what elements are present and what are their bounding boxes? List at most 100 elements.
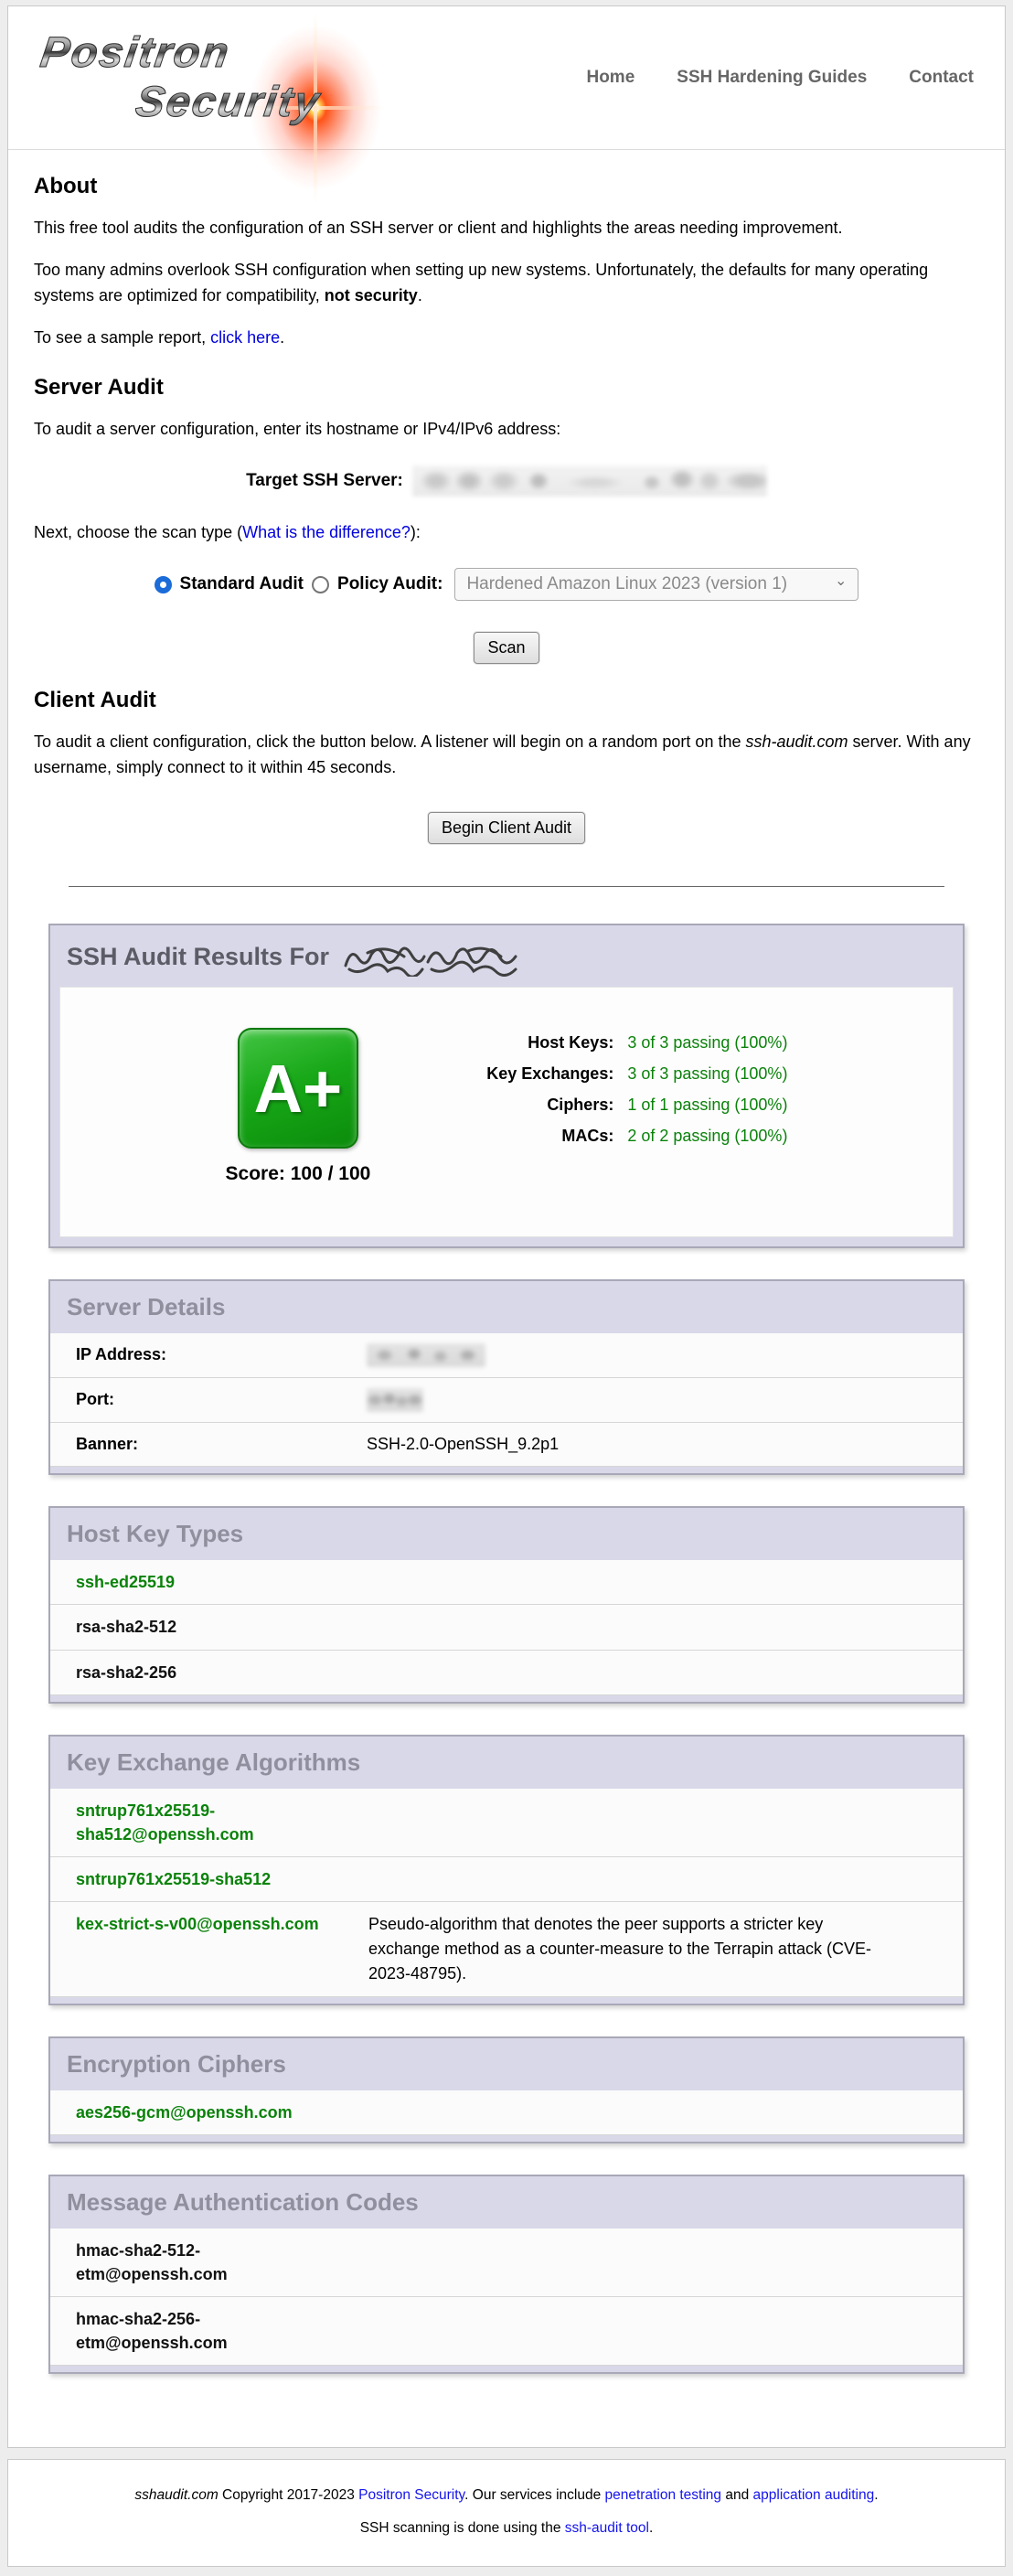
- scan-type-difference-link[interactable]: What is the difference?: [242, 523, 411, 542]
- sample-report-link[interactable]: click here: [210, 327, 281, 347]
- results-panel: SSH Audit Results For A+ Score: 100 / 10…: [48, 924, 965, 1249]
- nav-link[interactable]: Contact: [909, 68, 974, 87]
- policy-audit-label[interactable]: Policy Audit:: [337, 574, 443, 594]
- about-p2-bold: not security: [324, 285, 418, 305]
- about-heading: About: [34, 174, 98, 198]
- stat-row: Key Exchanges: 3 of 3 passing (100%): [431, 1064, 787, 1084]
- table-row: Port:: [50, 1378, 963, 1424]
- standard-audit-label[interactable]: Standard Audit: [179, 574, 304, 594]
- nav-link[interactable]: Home: [586, 68, 635, 87]
- stat-value: 3 of 3 passing (100%): [627, 1064, 788, 1084]
- client-audit-intro: To audit a client configuration, click t…: [34, 730, 979, 781]
- logo-text-line2: Security: [133, 77, 325, 126]
- table-row: hmac-sha2-512-etm@openssh.com: [50, 2228, 963, 2298]
- table-row: sntrup761x25519-sha512: [50, 1856, 963, 1902]
- stat-label: MACs:: [561, 1127, 614, 1146]
- algorithm-name: kex-strict-s-v00@openssh.com: [76, 1914, 319, 1933]
- policy-audit-radio[interactable]: [312, 575, 330, 593]
- client-audit-heading: Client Audit: [34, 688, 156, 713]
- detail-label: Port:: [76, 1390, 114, 1409]
- stat-label: Host Keys:: [528, 1033, 614, 1053]
- client-intro-text: To audit a client configuration, click t…: [34, 732, 746, 752]
- main-nav: Home SSH Hardening Guides Contact: [586, 68, 979, 88]
- host-key-types-title: Host Key Types: [67, 1520, 244, 1548]
- site-header: Positron Security Home SSH Hardening Guid…: [34, 0, 979, 222]
- algorithm-name: ssh-ed25519: [76, 1573, 176, 1592]
- footer-and-text: and: [721, 2487, 753, 2504]
- server-audit-intro: To audit a server configuration, enter i…: [34, 419, 561, 438]
- standard-audit-radio[interactable]: [154, 575, 172, 593]
- table-row: aes256-gcm@openssh.com: [50, 2090, 963, 2135]
- table-row: hmac-sha2-256-etm@openssh.com: [50, 2297, 963, 2367]
- key-exchange-rows: sntrup761x25519-sha512@openssh.com sntru…: [50, 1788, 963, 1997]
- mac-rows: hmac-sha2-512-etm@openssh.com hmac-sha2-…: [50, 2228, 963, 2367]
- table-row: ssh-ed25519: [50, 1560, 963, 1606]
- header-divider: [8, 149, 1005, 150]
- client-intro-post: server. With any username, simply connec…: [34, 732, 971, 777]
- table-row: kex-strict-s-v00@openssh.com Pseudo-algo…: [50, 1901, 963, 1997]
- algorithm-name: hmac-sha2-512-etm@openssh.com: [76, 2240, 228, 2284]
- stat-row: MACs: 2 of 2 passing (100%): [431, 1127, 787, 1146]
- detail-label: Banner:: [76, 1435, 139, 1454]
- table-row: rsa-sha2-256: [50, 1650, 963, 1695]
- algorithm-note: Pseudo-algorithm that denotes the peer s…: [368, 1914, 871, 1983]
- algorithm-name: rsa-sha2-256: [76, 1662, 177, 1682]
- footer-line-1: sshaudit.com Copyright 2017-2023 Positro…: [8, 2487, 1005, 2504]
- stat-value: 2 of 2 passing (100%): [627, 1127, 788, 1146]
- results-stats: Host Keys: 3 of 3 passing (100%) Key Exc…: [431, 1028, 787, 1158]
- host-key-rows: ssh-ed25519 rsa-sha2-512 rsa-sha2-256: [50, 1560, 963, 1695]
- client-audit-button-row: Begin Client Audit: [34, 812, 979, 845]
- results-header: SSH Audit Results For: [59, 925, 954, 987]
- about-section: About This free tool audits the configur…: [34, 174, 979, 351]
- key-exchange-title: Key Exchange Algorithms: [67, 1748, 361, 1776]
- stat-row: Ciphers: 1 of 1 passing (100%): [431, 1096, 787, 1115]
- key-exchange-table: Key Exchange Algorithms sntrup761x25519-…: [48, 1734, 965, 2005]
- scan-button[interactable]: Scan: [474, 632, 539, 665]
- scan-type-text: Next, choose the scan type (: [34, 523, 243, 542]
- table-row: Banner: SSH-2.0-OpenSSH_9.2p1: [50, 1423, 963, 1468]
- stat-label: Key Exchanges:: [486, 1064, 614, 1084]
- logo-text-line1: Positron: [37, 27, 234, 77]
- mac-title: Message Authentication Codes: [67, 2187, 419, 2216]
- begin-client-audit-button[interactable]: Begin Client Audit: [427, 812, 586, 845]
- target-ssh-server-label: Target SSH Server:: [246, 471, 403, 491]
- footer-period: .: [874, 2487, 879, 2504]
- footer-line-2: SSH scanning is done using the ssh-audit…: [8, 2520, 1005, 2537]
- nav-link[interactable]: SSH Hardening Guides: [677, 68, 868, 87]
- client-intro-domain: ssh-audit.com: [745, 732, 848, 752]
- footer-period-2: .: [648, 2520, 654, 2537]
- algorithm-name: sntrup761x25519-sha512: [76, 1869, 272, 1888]
- algorithm-name: rsa-sha2-512: [76, 1618, 177, 1637]
- about-paragraph-1: This free tool audits the configuration …: [34, 219, 843, 237]
- grade-badge: A+: [237, 1028, 358, 1149]
- scan-type-row: Standard Audit Policy Audit: Hardened Am…: [34, 568, 979, 602]
- score-label: Score: 100 / 100: [225, 1163, 371, 1185]
- policy-select[interactable]: Hardened Amazon Linux 2023 (version 1) ⌄: [454, 568, 859, 602]
- target-ssh-server-input[interactable]: [411, 465, 767, 497]
- footer-site-name: sshaudit.com: [134, 2487, 219, 2504]
- penetration-testing-link[interactable]: penetration testing: [604, 2487, 722, 2504]
- redacted-hostname-scribble: [344, 946, 517, 978]
- scan-button-row: Scan: [34, 632, 979, 665]
- scan-type-close: ):: [410, 523, 421, 542]
- about-p2-period: .: [417, 285, 422, 305]
- starburst-graphic: [224, 0, 407, 222]
- mac-table: Message Authentication Codes hmac-sha2-5…: [48, 2174, 965, 2375]
- footer-copyright-text: Copyright 2017-2023: [218, 2487, 359, 2504]
- server-details-rows: IP Address: Port: Banner: SSH-2.0-OpenSS…: [50, 1333, 963, 1468]
- results-divider: [69, 886, 944, 888]
- application-auditing-link[interactable]: application auditing: [752, 2487, 875, 2504]
- positron-security-link[interactable]: Positron Security: [358, 2487, 465, 2504]
- ssh-audit-tool-link[interactable]: ssh-audit tool: [564, 2520, 649, 2537]
- target-server-row: Target SSH Server:: [34, 465, 979, 497]
- detail-label: IP Address:: [76, 1345, 167, 1364]
- stat-value: 3 of 3 passing (100%): [627, 1033, 788, 1053]
- redacted-value-blob: [367, 1343, 485, 1368]
- positron-security-logo[interactable]: Positron Security: [34, 0, 491, 222]
- results-title: SSH Audit Results For: [67, 942, 330, 970]
- about-paragraph-2: Too many admins overlook SSH configurati…: [34, 258, 979, 309]
- stat-value: 1 of 1 passing (100%): [627, 1096, 788, 1115]
- server-audit-section: Server Audit To audit a server configura…: [34, 375, 979, 665]
- detail-value: SSH-2.0-OpenSSH_9.2p1: [367, 1435, 560, 1454]
- footer-scanning-text: SSH scanning is done using the: [359, 2520, 565, 2537]
